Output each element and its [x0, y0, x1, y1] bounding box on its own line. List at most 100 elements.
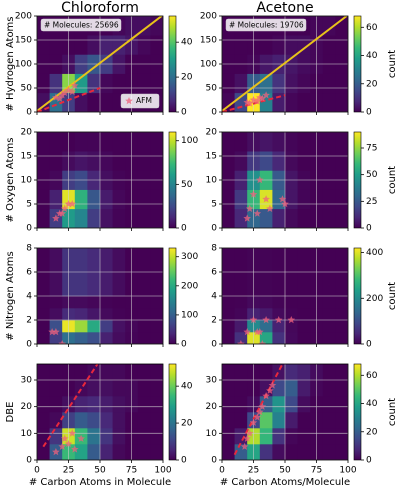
- heat-cell: [137, 208, 151, 228]
- heat-cell: [150, 396, 163, 413]
- heat-cell: [259, 296, 273, 309]
- heat-cell: [74, 151, 88, 171]
- afm-star: [243, 434, 251, 442]
- heat-cell: [234, 332, 248, 344]
- heat-cell: [335, 73, 348, 94]
- heat-cell: [272, 132, 286, 152]
- colorbar-tick-label: 40: [366, 51, 378, 61]
- heat-cell: [137, 35, 151, 55]
- annotation-box: [40, 18, 122, 32]
- heat-cell: [74, 412, 88, 429]
- heat-cell: [222, 208, 235, 228]
- heat-cell: [74, 396, 88, 413]
- afm-star: [253, 413, 262, 421]
- heat-cell: [74, 35, 88, 55]
- heat-cell: [272, 428, 286, 445]
- afm-star: [68, 429, 77, 437]
- heat-cell: [100, 412, 113, 429]
- y-tick-label: 150: [15, 36, 32, 46]
- plot-area: [37, 132, 163, 228]
- heat-cell: [285, 364, 298, 381]
- heat-cell: [150, 132, 163, 152]
- heat-cell: [150, 296, 163, 309]
- x-tick-label: 100: [154, 466, 171, 476]
- heat-cell: [297, 412, 311, 429]
- afm-star: [249, 190, 258, 198]
- colorbar-tick-label: 40: [366, 399, 378, 409]
- heat-cell: [37, 308, 50, 321]
- heat-cell: [234, 428, 248, 445]
- heat-cell: [272, 73, 286, 94]
- heat-cell: [335, 412, 348, 429]
- colorbar-tick-label: 20: [181, 419, 193, 429]
- heat-cell: [87, 189, 101, 210]
- heat-cell: [150, 151, 163, 171]
- y-tick-label: 5: [26, 200, 32, 210]
- heat-cell: [150, 35, 163, 55]
- colorbar: [353, 247, 362, 345]
- heat-cell: [285, 320, 298, 333]
- heat-cell: [37, 189, 50, 210]
- heat-cell: [272, 35, 286, 55]
- heat-cell: [137, 380, 151, 397]
- afm-star: [278, 195, 287, 203]
- afm-star: [262, 316, 270, 324]
- afm-star: [68, 200, 77, 208]
- colorbar-tick-label: 25: [366, 197, 377, 207]
- heat-cell: [297, 444, 311, 460]
- heat-cell: [137, 320, 151, 333]
- reference-line: [222, 94, 286, 112]
- heat-cell: [100, 151, 113, 171]
- annotation-box: [225, 18, 307, 32]
- afm-star: [237, 340, 245, 344]
- heat-cell: [297, 428, 311, 445]
- heat-cell: [297, 132, 311, 152]
- colorbar-tick-label: 0: [181, 224, 187, 234]
- heat-cell: [259, 428, 273, 445]
- heat-cell: [100, 428, 113, 445]
- heat-cell: [100, 208, 113, 228]
- heat-cell: [222, 412, 235, 429]
- heat-cell: [100, 332, 113, 344]
- heat-cell: [49, 396, 63, 413]
- heat-cell: [87, 308, 101, 321]
- afm-star: [58, 91, 66, 99]
- heat-cell: [100, 92, 113, 112]
- heat-cell: [112, 444, 126, 460]
- heat-cell: [87, 92, 101, 112]
- x-axis-label: # Carbon Atoms/Molecule: [220, 477, 350, 486]
- heat-cell: [87, 151, 101, 171]
- heat-cell: [112, 412, 126, 429]
- heat-cell: [74, 364, 88, 381]
- heat-cell: [234, 296, 248, 309]
- heat-cell: [322, 208, 336, 228]
- heat-cell: [100, 308, 113, 321]
- heat-cell: [150, 308, 163, 321]
- heat-cell: [49, 35, 63, 55]
- heat-cell: [100, 444, 113, 460]
- heat-cell: [112, 296, 126, 309]
- heat-cell: [322, 35, 336, 55]
- legend-label: AFM: [136, 96, 152, 105]
- heat-cell: [74, 320, 88, 333]
- afm-star: [52, 214, 60, 222]
- heat-cell: [137, 189, 151, 210]
- afm-star: [287, 316, 296, 324]
- heat-cell: [49, 132, 63, 152]
- heat-cell: [285, 428, 298, 445]
- afm-star: [245, 204, 254, 212]
- heat-cell: [100, 380, 113, 397]
- heat-cell: [87, 132, 101, 152]
- heat-cell: [272, 208, 286, 228]
- afm-star: [55, 94, 64, 102]
- y-tick-label: 6: [26, 268, 32, 278]
- heat-cell: [285, 92, 298, 112]
- afm-star: [77, 434, 85, 442]
- y-tick-label: 2: [211, 316, 217, 326]
- y-tick-label: 15: [206, 152, 217, 162]
- heat-cell: [137, 132, 151, 152]
- heat-cell: [137, 364, 151, 381]
- heat-cell: [37, 444, 50, 460]
- heat-cell: [335, 296, 348, 309]
- heat-cell: [137, 332, 151, 344]
